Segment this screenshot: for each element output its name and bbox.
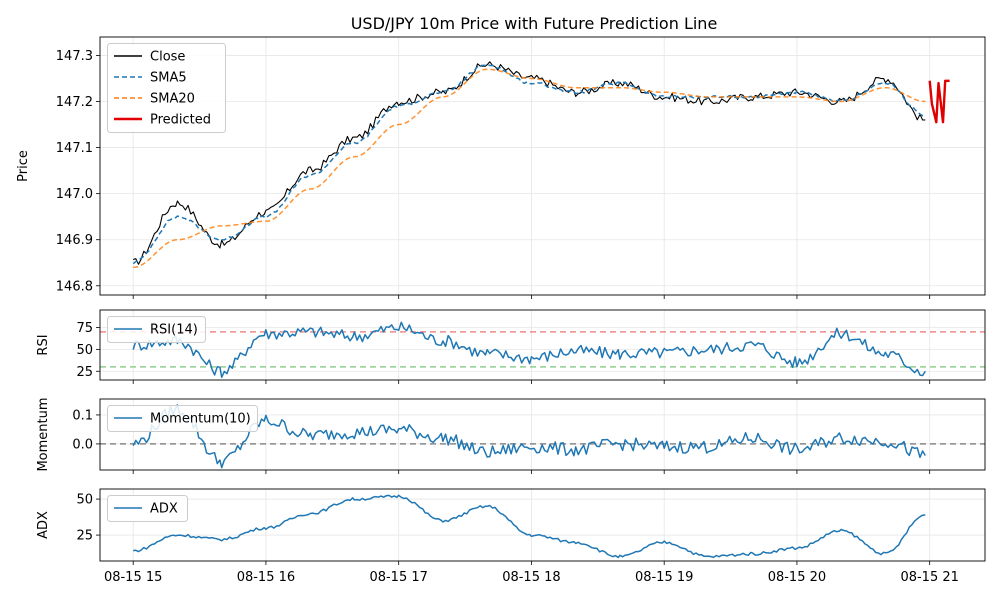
series-group (132, 61, 950, 269)
legend-box (107, 43, 226, 133)
panel-3: 25 50 ADX ADX (36, 488, 986, 565)
y-tick-label: 0.1 (72, 408, 93, 423)
series-group (133, 494, 926, 559)
legend-label: SMA20 (150, 92, 195, 107)
y-tick-label: 50 (76, 493, 93, 508)
y-tick-label: 147.3 (56, 49, 93, 64)
legend: RSI(14) (107, 316, 206, 343)
legend-label: ADX (150, 502, 178, 517)
panel-2: 0.0 0.1 Momentum Momentum(10) (36, 397, 986, 474)
y-tick-label: 146.8 (56, 279, 93, 294)
series-line-sma20 (133, 68, 926, 269)
axes-frame (99, 488, 986, 562)
legend-label: Momentum(10) (150, 412, 251, 427)
chart-title: USD/JPY 10m Price with Future Prediction… (351, 14, 718, 33)
x-axis: 08-15 15 08-15 16 08-15 17 08-15 18 08-15 19… (104, 570, 959, 585)
axes-frame (99, 36, 986, 296)
y-axis-label: ADX (36, 511, 51, 539)
panels: 146.8 146.9 147.0 147.1 147.2 147.3 Price Close… (16, 36, 986, 565)
axes-frame (99, 398, 986, 471)
y-axis-label: Price (16, 150, 31, 182)
legend: ADX (107, 495, 188, 522)
y-axis-label: Momentum (36, 397, 51, 471)
x-tick-label: 08-15 21 (900, 570, 958, 585)
series-line-adx (133, 494, 926, 559)
y-tick-label: 25 (76, 529, 93, 544)
series-line-rsi-14- (132, 321, 926, 379)
x-tick-label: 08-15 20 (768, 570, 826, 585)
axes-frame (99, 309, 986, 381)
x-tick-label: 08-15 17 (369, 570, 427, 585)
legend-label: Close (150, 50, 185, 65)
legend: Momentum(10) (107, 405, 258, 432)
legend-label: RSI(14) (150, 323, 198, 338)
series-line-close (133, 61, 926, 265)
x-tick-label: 08-15 19 (635, 570, 693, 585)
y-tick-label: 0.0 (72, 437, 93, 452)
series-line-predicted (928, 79, 950, 124)
series-group (132, 404, 926, 469)
y-tick-label: 75 (76, 321, 93, 336)
y-tick-label: 50 (76, 343, 93, 358)
y-axis-label: RSI (36, 334, 51, 355)
panel-0: 146.8 146.9 147.0 147.1 147.2 147.3 Price Close… (16, 36, 986, 299)
y-tick-label: 147.1 (56, 141, 93, 156)
x-tick-label: 08-15 18 (502, 570, 560, 585)
legend-label: SMA5 (150, 71, 187, 86)
series-line-momentum-10- (132, 404, 926, 469)
series-group (132, 321, 926, 379)
legend-label: Predicted (150, 113, 211, 128)
y-tick-label: 146.9 (56, 233, 93, 248)
gridlines (100, 310, 985, 380)
panel-1: 25 50 75 RSI RSI(14) (36, 309, 986, 384)
legend-box (107, 316, 206, 343)
legend: Close SMA5 SMA20 Predicted (107, 43, 226, 133)
gridlines (100, 489, 985, 561)
y-tick-label: 25 (76, 365, 93, 380)
x-tick-label: 08-15 16 (237, 570, 295, 585)
y-tick-label: 147.0 (56, 187, 93, 202)
series-line-sma5 (132, 63, 926, 265)
legend-box (107, 405, 258, 432)
y-tick-label: 147.2 (56, 95, 93, 110)
x-tick-label: 08-15 15 (104, 570, 162, 585)
gridlines (100, 37, 985, 295)
legend-box (107, 495, 188, 522)
